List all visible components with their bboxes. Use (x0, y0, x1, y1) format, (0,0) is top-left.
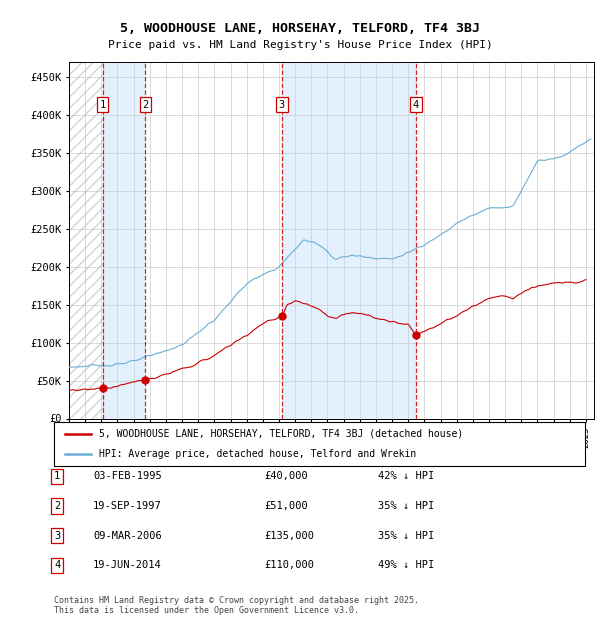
Bar (282, 62, 416, 419)
Text: £110,000: £110,000 (264, 560, 314, 570)
Text: £40,000: £40,000 (264, 471, 308, 481)
Text: 35% ↓ HPI: 35% ↓ HPI (378, 501, 434, 511)
Text: HPI: Average price, detached house, Telford and Wrekin: HPI: Average price, detached house, Telf… (99, 449, 416, 459)
Text: 42% ↓ HPI: 42% ↓ HPI (378, 471, 434, 481)
Text: 2: 2 (142, 100, 148, 110)
Text: 1: 1 (54, 471, 60, 481)
Text: 49% ↓ HPI: 49% ↓ HPI (378, 560, 434, 570)
Bar (69, 62, 103, 419)
Text: Contains HM Land Registry data © Crown copyright and database right 2025.
This d: Contains HM Land Registry data © Crown c… (54, 596, 419, 615)
Text: 5, WOODHOUSE LANE, HORSEHAY, TELFORD, TF4 3BJ: 5, WOODHOUSE LANE, HORSEHAY, TELFORD, TF… (120, 22, 480, 35)
Text: 4: 4 (54, 560, 60, 570)
Text: 09-MAR-2006: 09-MAR-2006 (93, 531, 162, 541)
Text: 3: 3 (279, 100, 285, 110)
Bar (103, 62, 145, 419)
Text: Price paid vs. HM Land Registry's House Price Index (HPI): Price paid vs. HM Land Registry's House … (107, 40, 493, 50)
Text: 3: 3 (54, 531, 60, 541)
Text: 5, WOODHOUSE LANE, HORSEHAY, TELFORD, TF4 3BJ (detached house): 5, WOODHOUSE LANE, HORSEHAY, TELFORD, TF… (99, 428, 463, 439)
Text: 03-FEB-1995: 03-FEB-1995 (93, 471, 162, 481)
Text: 2: 2 (54, 501, 60, 511)
Text: 1: 1 (100, 100, 106, 110)
Text: 4: 4 (413, 100, 419, 110)
Text: 35% ↓ HPI: 35% ↓ HPI (378, 531, 434, 541)
Text: £51,000: £51,000 (264, 501, 308, 511)
Text: £135,000: £135,000 (264, 531, 314, 541)
Text: 19-SEP-1997: 19-SEP-1997 (93, 501, 162, 511)
Text: 19-JUN-2014: 19-JUN-2014 (93, 560, 162, 570)
